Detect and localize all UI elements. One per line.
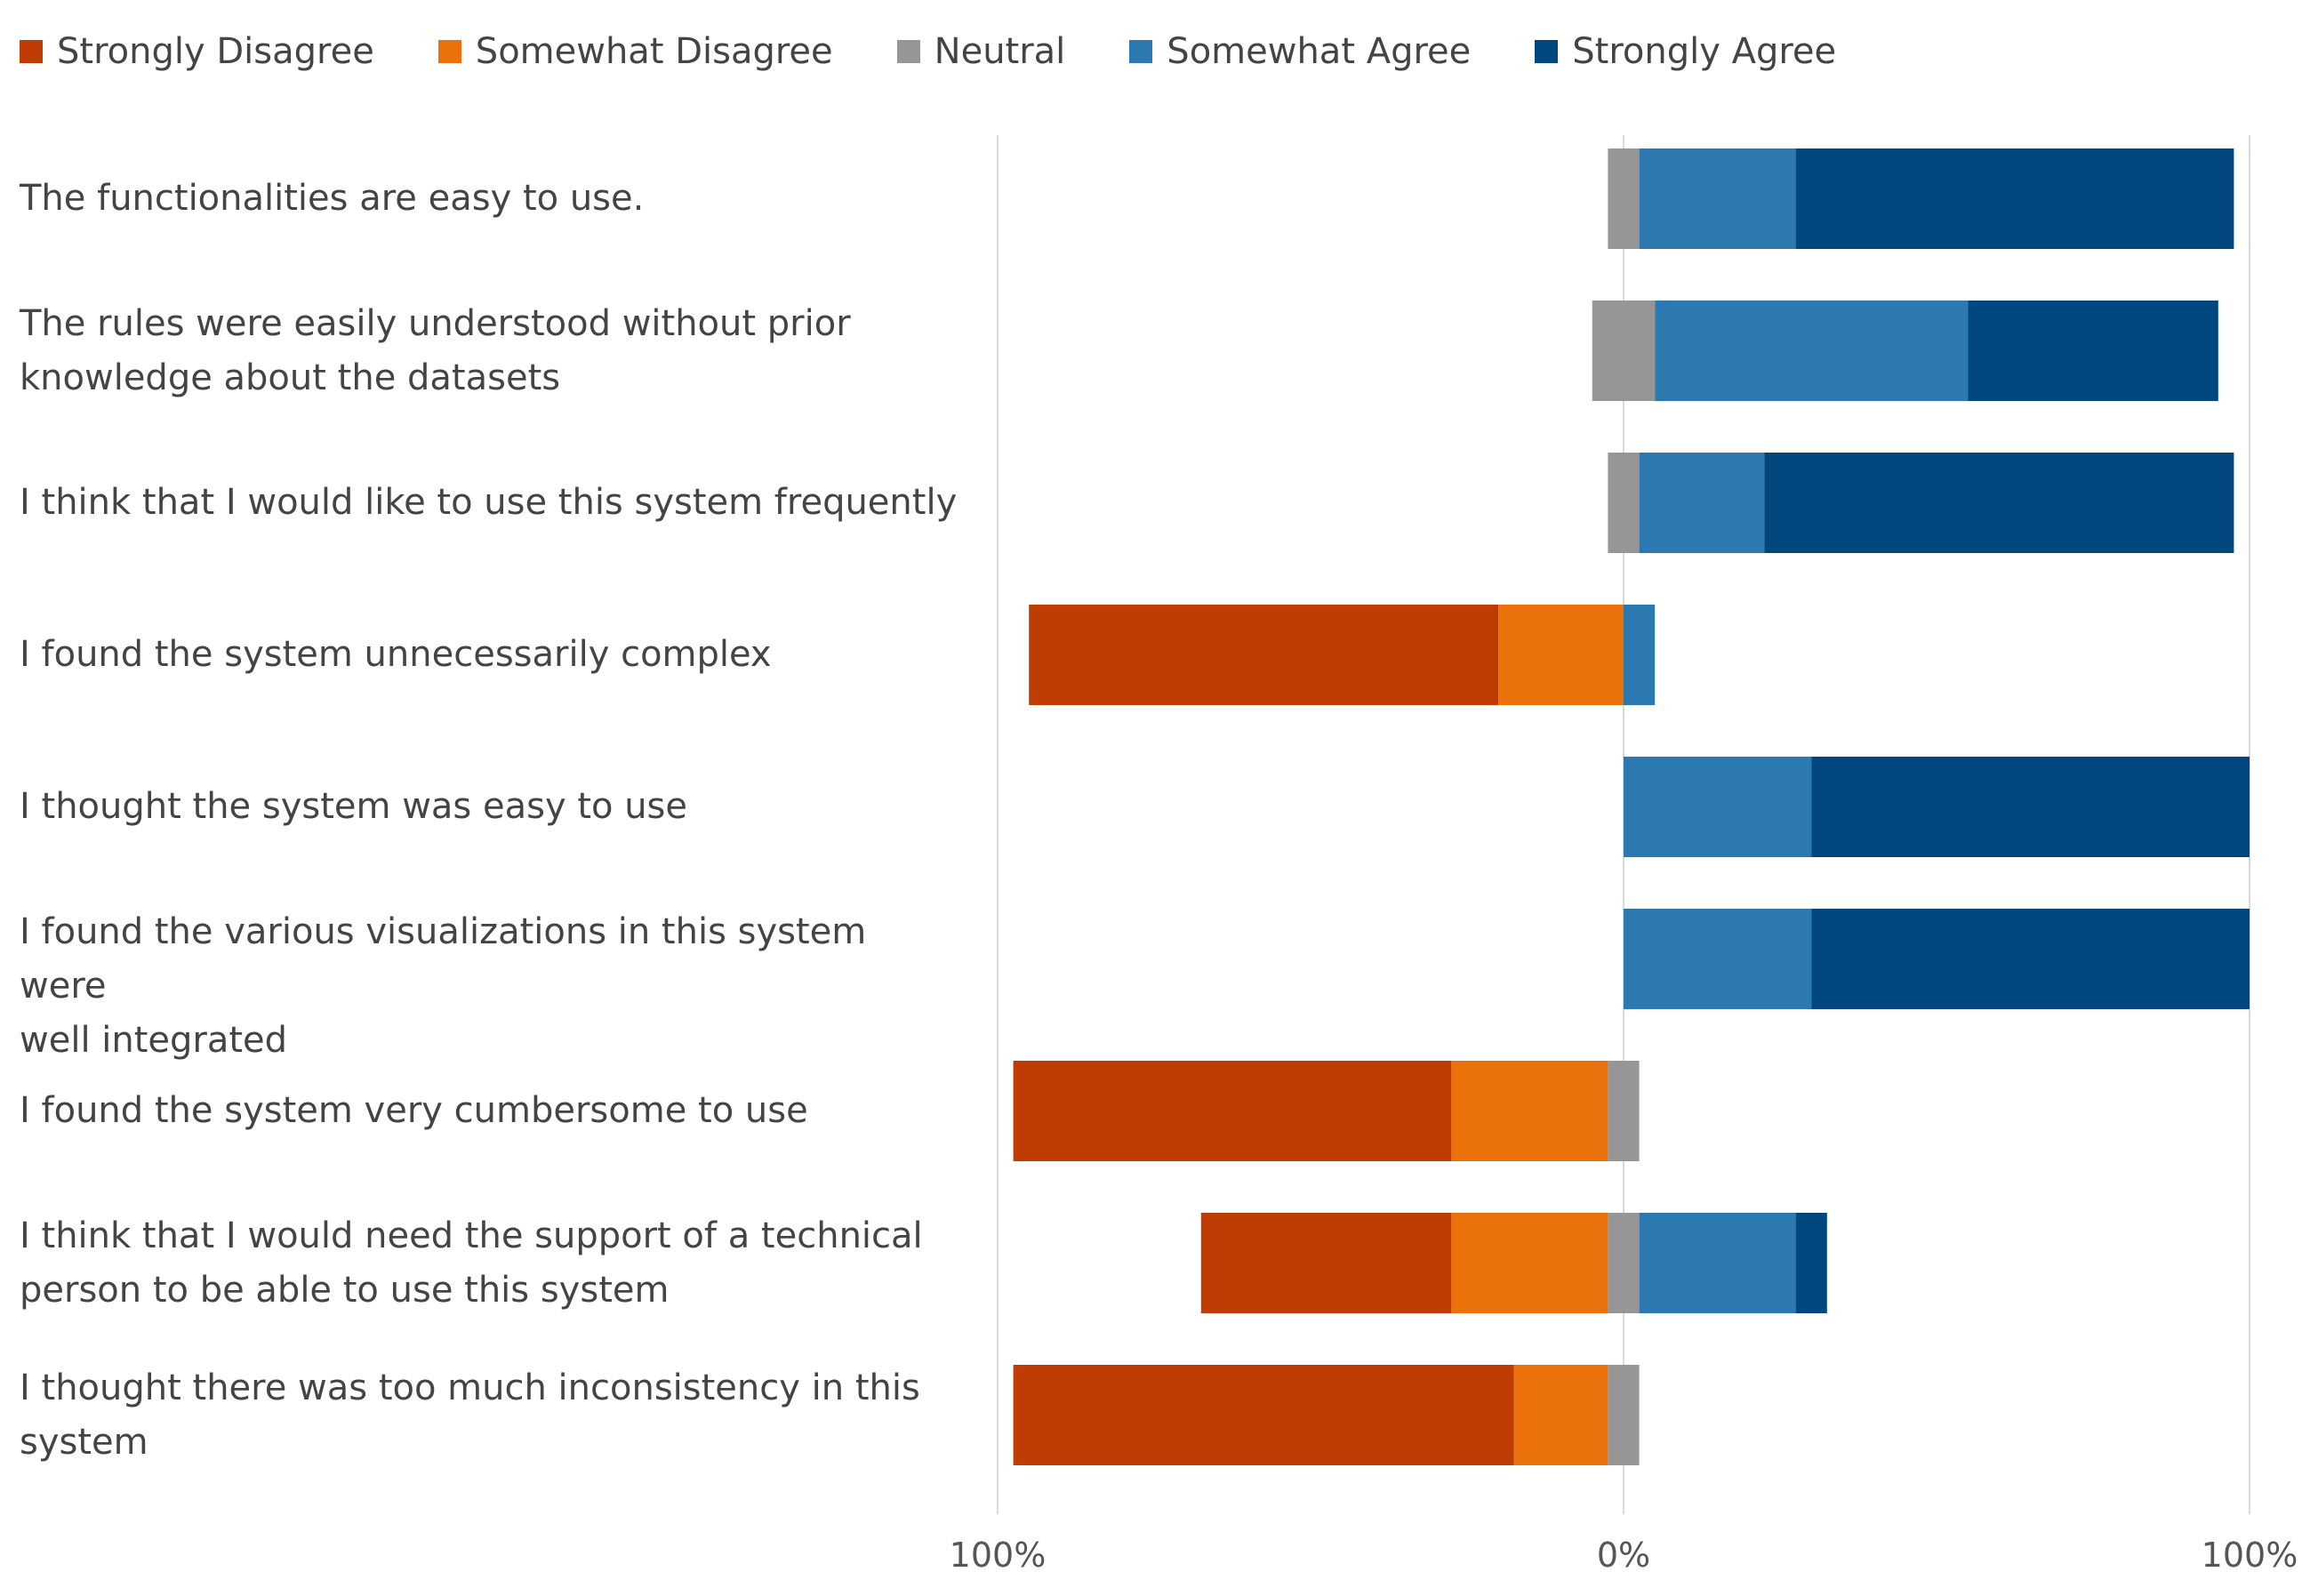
legend-swatch	[896, 40, 920, 63]
bar-segment-strongly-disagree	[1013, 1365, 1514, 1465]
legend-item-neutral: Neutral	[896, 31, 1066, 72]
legend: Strongly Disagree Somewhat Disagree Neutra…	[20, 25, 1900, 78]
legend-swatch	[1535, 40, 1559, 63]
bar-segment-strongly-agree	[1764, 453, 2234, 553]
legend-swatch	[20, 40, 43, 63]
bar-segment-neutral	[1608, 1061, 1640, 1161]
legend-label: Strongly Disagree	[57, 31, 374, 72]
legend-item-strongly-disagree: Strongly Disagree	[20, 31, 374, 72]
legend-label: Somewhat Agree	[1167, 31, 1472, 72]
legend-item-strongly-agree: Strongly Agree	[1535, 31, 1836, 72]
category-label-line: I found the various visualizations in th…	[20, 910, 867, 1007]
bar-segment-somewhat-agree	[1639, 1213, 1796, 1313]
legend-label: Neutral	[934, 31, 1066, 72]
bar-segment-somewhat-agree	[1624, 605, 1656, 705]
category-label-line: I found the system very cumbersome to us…	[20, 1090, 808, 1131]
bar-segment-strongly-agree	[1811, 757, 2250, 857]
bar-segment-strongly-agree	[1968, 301, 2218, 401]
bar-segment-neutral	[1608, 148, 1640, 249]
bar-segment-somewhat-agree	[1624, 757, 1812, 857]
category-label: I thought the system was easy to use	[20, 780, 962, 834]
category-label-line: I thought the system was easy to use	[20, 786, 687, 827]
x-tick-label: 0%	[1597, 1536, 1650, 1575]
category-label-line: The rules were easily understood without…	[20, 302, 851, 344]
bar-segment-somewhat-agree	[1624, 909, 1812, 1009]
bar-segment-somewhat-disagree	[1451, 1213, 1608, 1313]
bar-segment-strongly-disagree	[1029, 605, 1499, 705]
category-label: I found the system unnecessarily complex	[20, 628, 962, 682]
bar-segment-strongly-disagree	[1200, 1213, 1452, 1313]
legend-swatch	[1129, 40, 1153, 63]
category-label-line: system	[20, 1421, 148, 1463]
category-label: I think that I would need the support of…	[20, 1209, 962, 1318]
category-label-line: well integrated	[20, 1019, 288, 1061]
category-label: The rules were easily understood without…	[20, 297, 962, 405]
x-tick-label: 100%	[950, 1536, 1047, 1575]
bar-segment-neutral	[1608, 1213, 1640, 1313]
bar-segment-somewhat-disagree	[1451, 1061, 1608, 1161]
category-label: I found the system very cumbersome to us…	[20, 1084, 962, 1138]
bar-segment-strongly-agree	[1811, 909, 2250, 1009]
bar-segment-somewhat-agree	[1639, 453, 1765, 553]
x-tick-label: 100%	[2202, 1536, 2298, 1575]
bar-segment-neutral	[1608, 453, 1640, 553]
category-label-line: The functionalities are easy to use.	[20, 178, 645, 219]
category-label-line: I found the system unnecessarily complex	[20, 634, 772, 675]
legend-label: Somewhat Disagree	[475, 31, 833, 72]
bar-segment-somewhat-agree	[1655, 301, 1969, 401]
category-label-line: I think that I would need the support of…	[20, 1215, 923, 1256]
legend-label: Strongly Agree	[1572, 31, 1837, 72]
category-label: I found the various visualizations in th…	[20, 905, 962, 1068]
category-label-line: knowledge about the datasets	[20, 357, 561, 398]
bar-segment-strongly-agree	[1795, 1213, 1827, 1313]
bar-segment-somewhat-agree	[1639, 148, 1796, 249]
category-label: I thought there was too much inconsisten…	[20, 1361, 962, 1470]
bar-segment-strongly-agree	[1795, 148, 2234, 249]
category-label-line: I think that I would like to use this sy…	[20, 482, 958, 523]
bar-segment-neutral	[1608, 1365, 1640, 1465]
bar-segment-somewhat-disagree	[1498, 605, 1624, 705]
category-label-line: person to be able to use this system	[20, 1269, 670, 1311]
category-label: I think that I would like to use this sy…	[20, 476, 962, 530]
bar-segment-strongly-disagree	[1013, 1061, 1452, 1161]
legend-item-somewhat-disagree: Somewhat Disagree	[437, 31, 833, 72]
category-labels: The functionalities are easy to use. The …	[20, 0, 962, 1596]
legend-swatch	[437, 40, 461, 63]
legend-item-somewhat-agree: Somewhat Agree	[1129, 31, 1471, 72]
bar-segment-neutral	[1592, 301, 1656, 401]
category-label: The functionalities are easy to use.	[20, 172, 962, 226]
bar-segment-somewhat-disagree	[1513, 1365, 1608, 1465]
category-label-line: I thought there was too much inconsisten…	[20, 1367, 920, 1408]
